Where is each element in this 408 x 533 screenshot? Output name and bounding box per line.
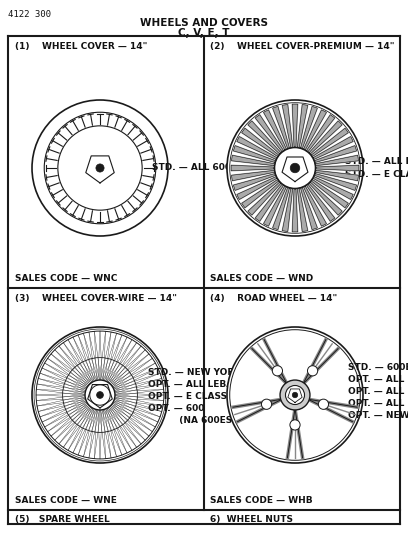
Text: STD. — ALL 600: STD. — ALL 600 — [152, 163, 231, 172]
Polygon shape — [311, 180, 348, 208]
Circle shape — [262, 399, 272, 409]
Polygon shape — [316, 155, 359, 166]
Polygon shape — [304, 110, 326, 150]
Text: 6)  WHEEL NUTS: 6) WHEEL NUTS — [210, 515, 293, 524]
Circle shape — [275, 148, 315, 188]
Text: 4122 300: 4122 300 — [8, 10, 51, 19]
Circle shape — [318, 399, 328, 409]
Text: OPT. — NEW YORKER: OPT. — NEW YORKER — [348, 411, 408, 420]
Polygon shape — [307, 184, 335, 221]
Polygon shape — [233, 174, 275, 190]
Polygon shape — [315, 146, 357, 163]
Polygon shape — [237, 136, 277, 159]
Text: SALES CODE — WNE: SALES CODE — WNE — [15, 496, 117, 505]
Polygon shape — [304, 187, 326, 226]
Polygon shape — [292, 104, 298, 147]
Circle shape — [272, 366, 282, 376]
Circle shape — [308, 366, 318, 376]
Polygon shape — [233, 146, 275, 163]
Text: STD. — ALL LEBARON: STD. — ALL LEBARON — [345, 157, 408, 166]
Circle shape — [280, 380, 310, 410]
Circle shape — [97, 392, 103, 398]
Circle shape — [32, 327, 168, 463]
Text: SALES CODE — WNC: SALES CODE — WNC — [15, 274, 118, 283]
Text: (5)   SPARE WHEEL: (5) SPARE WHEEL — [15, 515, 110, 524]
Circle shape — [275, 148, 315, 188]
Polygon shape — [248, 182, 281, 215]
Polygon shape — [307, 115, 335, 151]
Polygon shape — [255, 115, 284, 151]
Circle shape — [58, 126, 142, 210]
Polygon shape — [297, 104, 308, 147]
Circle shape — [290, 420, 300, 430]
Polygon shape — [231, 171, 274, 181]
Polygon shape — [273, 188, 289, 230]
Circle shape — [292, 392, 298, 398]
Text: OPT. — ALL E CLASS: OPT. — ALL E CLASS — [348, 399, 408, 408]
Text: STD. — NEW YORKER: STD. — NEW YORKER — [148, 368, 254, 377]
Polygon shape — [313, 177, 353, 199]
Polygon shape — [231, 165, 274, 171]
Polygon shape — [313, 136, 353, 159]
Circle shape — [227, 100, 363, 236]
Text: OPT. — E CLASS: OPT. — E CLASS — [148, 392, 227, 401]
Text: (NA 600ES): (NA 600ES) — [148, 416, 236, 425]
Polygon shape — [255, 184, 284, 221]
Text: C, V, E, T: C, V, E, T — [178, 28, 230, 38]
Circle shape — [227, 327, 363, 463]
Polygon shape — [248, 121, 281, 154]
Circle shape — [85, 380, 115, 410]
Text: STD. — E CLASS: STD. — E CLASS — [345, 170, 408, 179]
Text: SALES CODE — WHB: SALES CODE — WHB — [210, 496, 313, 505]
Polygon shape — [297, 189, 308, 231]
Polygon shape — [264, 187, 286, 226]
Polygon shape — [282, 189, 293, 231]
Polygon shape — [242, 128, 279, 156]
Text: WHEELS AND COVERS: WHEELS AND COVERS — [140, 18, 268, 28]
Polygon shape — [316, 171, 359, 181]
Polygon shape — [231, 155, 274, 166]
Text: (2)    WHEEL COVER-PREMIUM — 14": (2) WHEEL COVER-PREMIUM — 14" — [210, 42, 395, 51]
Circle shape — [32, 100, 168, 236]
Polygon shape — [309, 182, 342, 215]
Polygon shape — [264, 110, 286, 150]
Polygon shape — [311, 128, 348, 156]
Text: OPT. — 600: OPT. — 600 — [148, 404, 204, 413]
Circle shape — [286, 385, 304, 405]
Text: OPT. — ALL LEBARON: OPT. — ALL LEBARON — [348, 387, 408, 396]
Polygon shape — [292, 189, 298, 232]
Text: STD. — 600ES: STD. — 600ES — [348, 363, 408, 372]
Polygon shape — [301, 188, 317, 230]
Circle shape — [290, 163, 300, 173]
Circle shape — [90, 385, 110, 405]
Polygon shape — [309, 121, 342, 154]
Text: (4)    ROAD WHEEL — 14": (4) ROAD WHEEL — 14" — [210, 294, 337, 303]
Text: (3)    WHEEL COVER-WIRE — 14": (3) WHEEL COVER-WIRE — 14" — [15, 294, 177, 303]
Circle shape — [96, 164, 104, 172]
Polygon shape — [301, 107, 317, 148]
Polygon shape — [273, 107, 289, 148]
Polygon shape — [242, 180, 279, 208]
Polygon shape — [237, 177, 277, 199]
Polygon shape — [316, 165, 359, 171]
Text: OPT. — ALL 600: OPT. — ALL 600 — [348, 375, 408, 384]
Text: (1)    WHEEL COVER — 14": (1) WHEEL COVER — 14" — [15, 42, 147, 51]
Polygon shape — [282, 104, 293, 147]
Text: OPT. — ALL LEBARON: OPT. — ALL LEBARON — [148, 380, 255, 389]
Polygon shape — [315, 174, 357, 190]
Text: SALES CODE — WND: SALES CODE — WND — [210, 274, 313, 283]
